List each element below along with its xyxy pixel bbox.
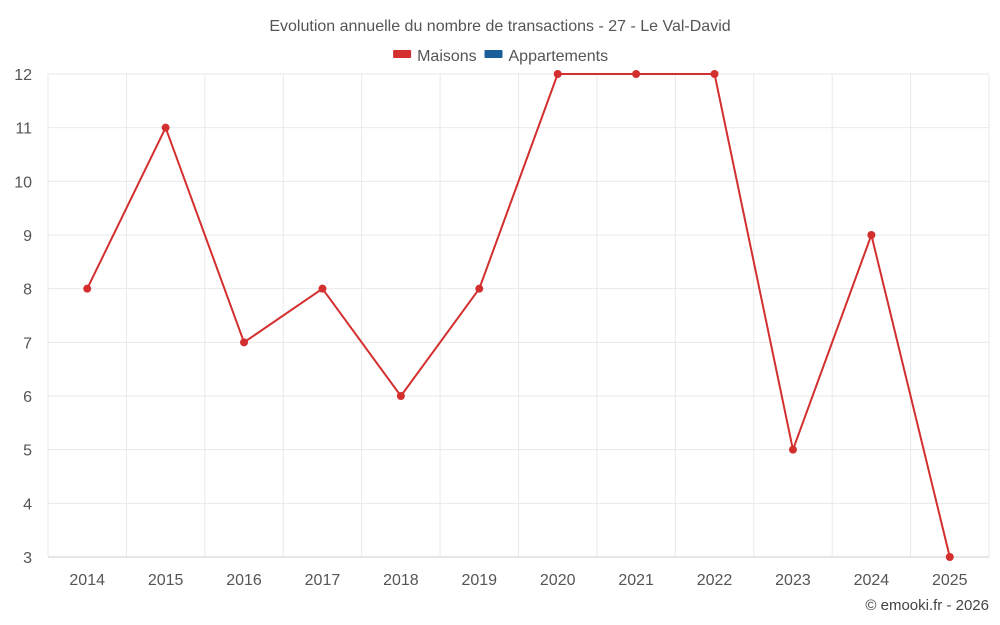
legend-label: Maisons: [417, 48, 477, 65]
y-tick-label: 12: [14, 67, 32, 84]
x-tick-label: 2017: [305, 572, 341, 589]
data-point[interactable]: [161, 123, 170, 132]
x-tick-label: 2014: [69, 572, 105, 589]
y-tick-label: 9: [23, 228, 32, 245]
data-point[interactable]: [396, 392, 405, 400]
x-tick-label: 2020: [540, 572, 576, 589]
series-layer: [83, 70, 954, 561]
y-tick-label: 4: [23, 496, 32, 513]
y-tick-label: 5: [23, 443, 32, 460]
data-point[interactable]: [945, 553, 954, 561]
y-tick-label: 10: [14, 174, 32, 191]
x-tick-label: 2019: [461, 572, 497, 589]
legend-swatch: [484, 50, 503, 58]
data-point[interactable]: [475, 284, 484, 293]
legend-swatch: [393, 50, 412, 58]
series-line-maisons: [86, 73, 951, 558]
x-tick-label: 2015: [148, 572, 184, 589]
legend-item-maisons[interactable]: Maisons: [393, 48, 477, 65]
x-tick-label: 2018: [383, 572, 419, 589]
legend-item-appartements[interactable]: Appartements: [484, 48, 609, 65]
x-tick-label: 2016: [226, 572, 262, 589]
data-point[interactable]: [867, 231, 876, 239]
legend-label: Appartements: [509, 48, 609, 65]
data-point[interactable]: [788, 445, 797, 454]
data-point[interactable]: [83, 284, 92, 293]
x-axis: 2014 2015 2016 2017 2018 2019 2020 2021 2022 2023…: [69, 572, 967, 589]
data-point[interactable]: [710, 70, 719, 78]
y-axis: 3 4 5 6 7 8 9 10 11 12: [14, 67, 32, 567]
x-tick-label: 2024: [854, 572, 890, 589]
y-tick-label: 7: [23, 335, 32, 352]
x-tick-label: 2025: [932, 572, 968, 589]
data-point[interactable]: [553, 70, 562, 78]
legend[interactable]: Maisons Appartements: [393, 48, 608, 65]
y-tick-label: 8: [23, 282, 32, 299]
data-point[interactable]: [240, 338, 249, 347]
y-tick-label: 11: [15, 121, 32, 138]
x-tick-label: 2023: [775, 572, 811, 589]
grid: [47, 73, 990, 558]
x-tick-label: 2022: [697, 572, 733, 589]
chart-title: Evolution annuelle du nombre de transact…: [269, 18, 730, 35]
y-tick-label: 3: [23, 550, 32, 567]
data-point[interactable]: [318, 284, 327, 293]
y-tick-label: 6: [23, 389, 32, 406]
data-point[interactable]: [632, 70, 641, 78]
credit-text: © emooki.fr - 2026: [865, 597, 989, 614]
x-tick-label: 2021: [618, 572, 654, 589]
